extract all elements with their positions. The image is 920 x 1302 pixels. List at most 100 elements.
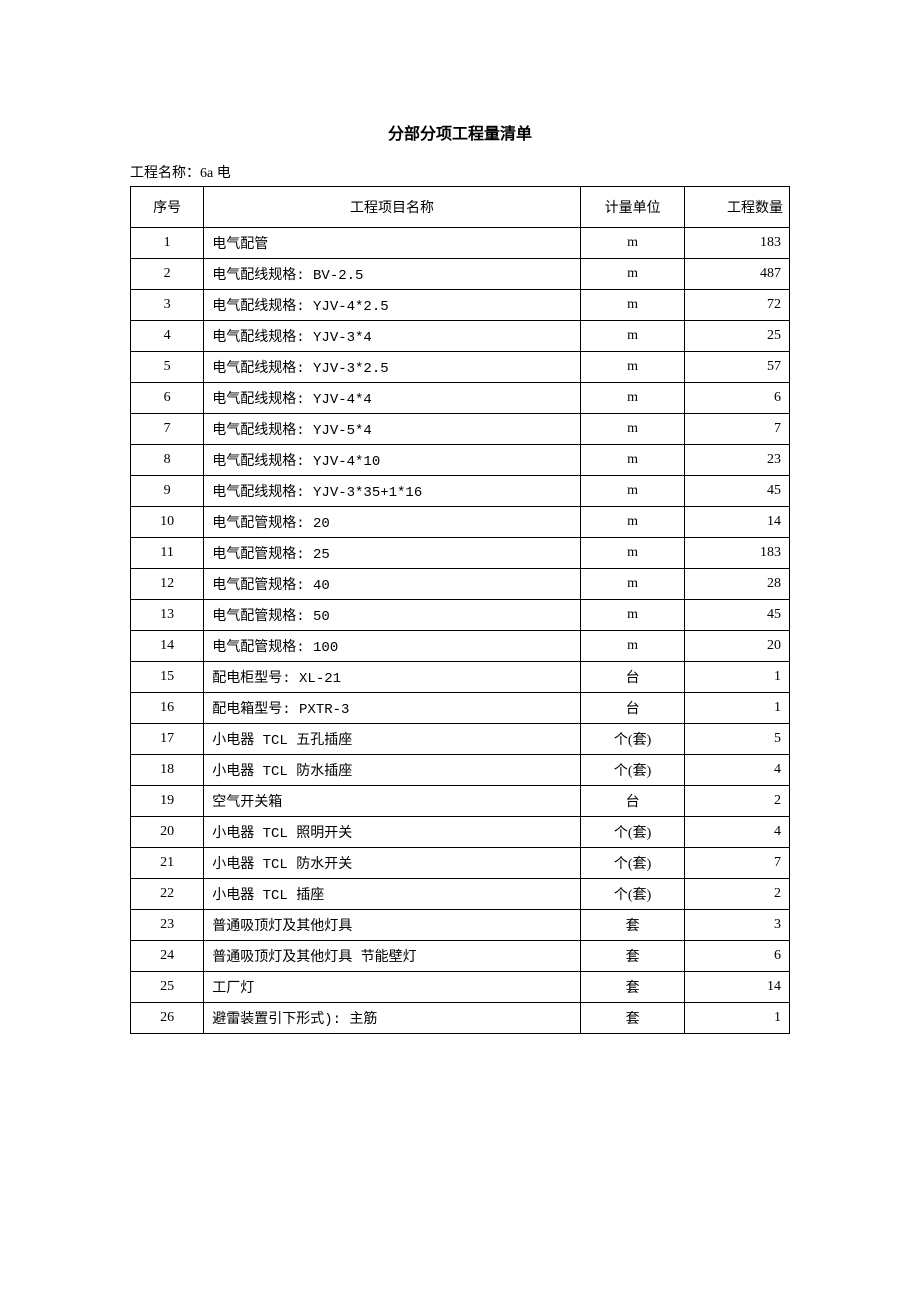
cell-quantity: 6 — [685, 383, 790, 414]
cell-quantity: 1 — [685, 1003, 790, 1034]
cell-index: 9 — [131, 476, 204, 507]
table-row: 18小电器 TCL 防水插座个(套)4 — [131, 755, 790, 786]
cell-item: 电气配管规格: 40 — [204, 569, 581, 600]
cell-unit: m — [580, 290, 685, 321]
cell-unit: m — [580, 569, 685, 600]
cell-index: 10 — [131, 507, 204, 538]
cell-unit: m — [580, 445, 685, 476]
project-name-label: 工程名称：6a 电 — [130, 162, 790, 182]
cell-quantity: 57 — [685, 352, 790, 383]
cell-index: 11 — [131, 538, 204, 569]
cell-index: 4 — [131, 321, 204, 352]
table-row: 3电气配线规格: YJV-4*2.5m72 — [131, 290, 790, 321]
cell-quantity: 14 — [685, 507, 790, 538]
cell-unit: m — [580, 383, 685, 414]
table-row: 11电气配管规格: 25m183 — [131, 538, 790, 569]
cell-item: 小电器 TCL 五孔插座 — [204, 724, 581, 755]
table-row: 1电气配管m183 — [131, 228, 790, 259]
cell-unit: m — [580, 538, 685, 569]
cell-index: 5 — [131, 352, 204, 383]
cell-unit: m — [580, 600, 685, 631]
header-item: 工程项目名称 — [204, 187, 581, 228]
table-row: 14电气配管规格: 100m20 — [131, 631, 790, 662]
cell-item: 避雷装置引下形式): 主筋 — [204, 1003, 581, 1034]
cell-item: 电气配管 — [204, 228, 581, 259]
cell-unit: 个(套) — [580, 755, 685, 786]
cell-unit: 套 — [580, 941, 685, 972]
cell-unit: 个(套) — [580, 817, 685, 848]
cell-quantity: 487 — [685, 259, 790, 290]
table-row: 10电气配管规格: 20m14 — [131, 507, 790, 538]
cell-quantity: 14 — [685, 972, 790, 1003]
table-row: 24普通吸顶灯及其他灯具 节能壁灯套6 — [131, 941, 790, 972]
cell-item: 电气配线规格: YJV-3*4 — [204, 321, 581, 352]
cell-index: 7 — [131, 414, 204, 445]
cell-unit: m — [580, 631, 685, 662]
cell-quantity: 28 — [685, 569, 790, 600]
cell-index: 19 — [131, 786, 204, 817]
cell-unit: 个(套) — [580, 724, 685, 755]
cell-item: 小电器 TCL 照明开关 — [204, 817, 581, 848]
cell-quantity: 4 — [685, 755, 790, 786]
table-row: 16配电箱型号: PXTR-3台1 — [131, 693, 790, 724]
cell-index: 8 — [131, 445, 204, 476]
cell-index: 12 — [131, 569, 204, 600]
table-header-row: 序号 工程项目名称 计量单位 工程数量 — [131, 187, 790, 228]
cell-quantity: 23 — [685, 445, 790, 476]
cell-unit: 个(套) — [580, 879, 685, 910]
table-row: 26避雷装置引下形式): 主筋套1 — [131, 1003, 790, 1034]
table-row: 4电气配线规格: YJV-3*4m25 — [131, 321, 790, 352]
cell-index: 3 — [131, 290, 204, 321]
cell-item: 电气配管规格: 50 — [204, 600, 581, 631]
cell-index: 2 — [131, 259, 204, 290]
cell-index: 14 — [131, 631, 204, 662]
header-index: 序号 — [131, 187, 204, 228]
cell-item: 电气配线规格: YJV-4*4 — [204, 383, 581, 414]
table-body: 1电气配管m1832电气配线规格: BV-2.5m4873电气配线规格: YJV… — [131, 228, 790, 1034]
cell-item: 工厂灯 — [204, 972, 581, 1003]
cell-index: 16 — [131, 693, 204, 724]
cell-index: 26 — [131, 1003, 204, 1034]
table-row: 5电气配线规格: YJV-3*2.5m57 — [131, 352, 790, 383]
cell-unit: 套 — [580, 910, 685, 941]
cell-index: 13 — [131, 600, 204, 631]
table-row: 6电气配线规格: YJV-4*4m6 — [131, 383, 790, 414]
table-row: 13电气配管规格: 50m45 — [131, 600, 790, 631]
cell-quantity: 183 — [685, 538, 790, 569]
cell-item: 电气配管规格: 20 — [204, 507, 581, 538]
cell-index: 15 — [131, 662, 204, 693]
cell-unit: 套 — [580, 1003, 685, 1034]
cell-quantity: 5 — [685, 724, 790, 755]
table-row: 20小电器 TCL 照明开关个(套)4 — [131, 817, 790, 848]
cell-quantity: 20 — [685, 631, 790, 662]
cell-item: 普通吸顶灯及其他灯具 — [204, 910, 581, 941]
cell-quantity: 4 — [685, 817, 790, 848]
table-row: 23普通吸顶灯及其他灯具套3 — [131, 910, 790, 941]
cell-quantity: 25 — [685, 321, 790, 352]
cell-index: 25 — [131, 972, 204, 1003]
cell-quantity: 1 — [685, 693, 790, 724]
cell-item: 小电器 TCL 防水开关 — [204, 848, 581, 879]
cell-item: 配电柜型号: XL-21 — [204, 662, 581, 693]
cell-index: 1 — [131, 228, 204, 259]
cell-item: 电气配线规格: YJV-3*2.5 — [204, 352, 581, 383]
cell-unit: m — [580, 228, 685, 259]
cell-index: 23 — [131, 910, 204, 941]
header-unit: 计量单位 — [580, 187, 685, 228]
cell-quantity: 7 — [685, 414, 790, 445]
quantity-table: 序号 工程项目名称 计量单位 工程数量 1电气配管m1832电气配线规格: BV… — [130, 186, 790, 1034]
page-title: 分部分项工程量清单 — [130, 120, 790, 144]
cell-item: 电气配线规格: BV-2.5 — [204, 259, 581, 290]
cell-unit: m — [580, 352, 685, 383]
table-row: 9电气配线规格: YJV-3*35+1*16m45 — [131, 476, 790, 507]
cell-unit: m — [580, 476, 685, 507]
cell-index: 22 — [131, 879, 204, 910]
cell-item: 配电箱型号: PXTR-3 — [204, 693, 581, 724]
cell-unit: 台 — [580, 662, 685, 693]
cell-unit: 套 — [580, 972, 685, 1003]
cell-item: 小电器 TCL 插座 — [204, 879, 581, 910]
cell-item: 空气开关箱 — [204, 786, 581, 817]
table-row: 25工厂灯套14 — [131, 972, 790, 1003]
table-row: 12电气配管规格: 40m28 — [131, 569, 790, 600]
table-row: 15配电柜型号: XL-21台1 — [131, 662, 790, 693]
